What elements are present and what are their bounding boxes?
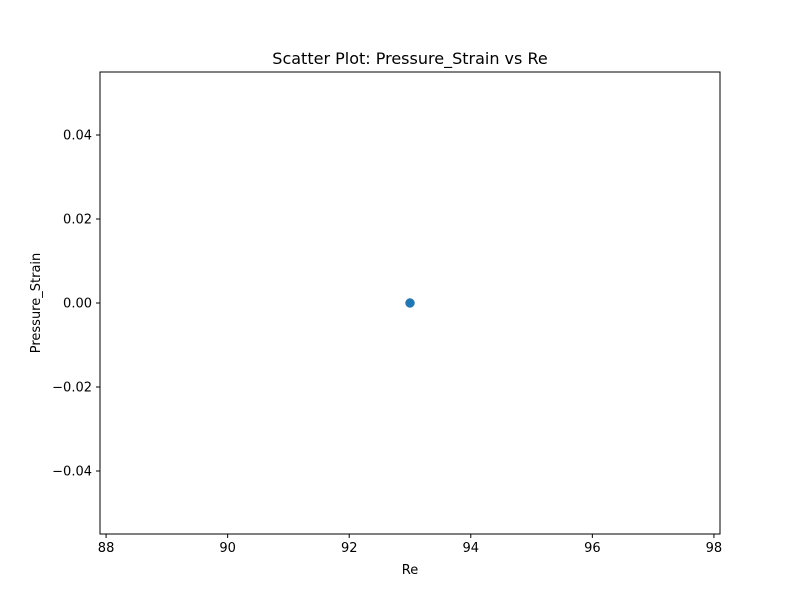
x-axis-label: Re (402, 563, 418, 578)
y-tick-label: −0.02 (52, 381, 92, 396)
y-tick-label: 0.02 (63, 213, 92, 228)
points-layer (405, 298, 415, 308)
x-tick-label: 88 (98, 541, 115, 556)
x-tick-label: 96 (584, 541, 601, 556)
x-tick-label: 98 (706, 541, 723, 556)
y-tick-label: 0.00 (63, 297, 92, 312)
scatter-point (405, 298, 415, 308)
ticks-layer: 88 90 92 94 96 98 −0.04 −0.02 0.00 0.02 0.04 (52, 129, 722, 557)
y-tick-label: −0.04 (52, 465, 92, 480)
chart-title: Scatter Plot: Pressure_Strain vs Re (272, 49, 547, 69)
y-axis-label: Pressure_Strain (29, 253, 44, 354)
x-tick-label: 92 (341, 541, 358, 556)
x-tick-label: 90 (219, 541, 236, 556)
y-tick-label: 0.04 (63, 129, 92, 144)
x-tick-label: 94 (463, 541, 480, 556)
plot-frame (99, 71, 721, 535)
